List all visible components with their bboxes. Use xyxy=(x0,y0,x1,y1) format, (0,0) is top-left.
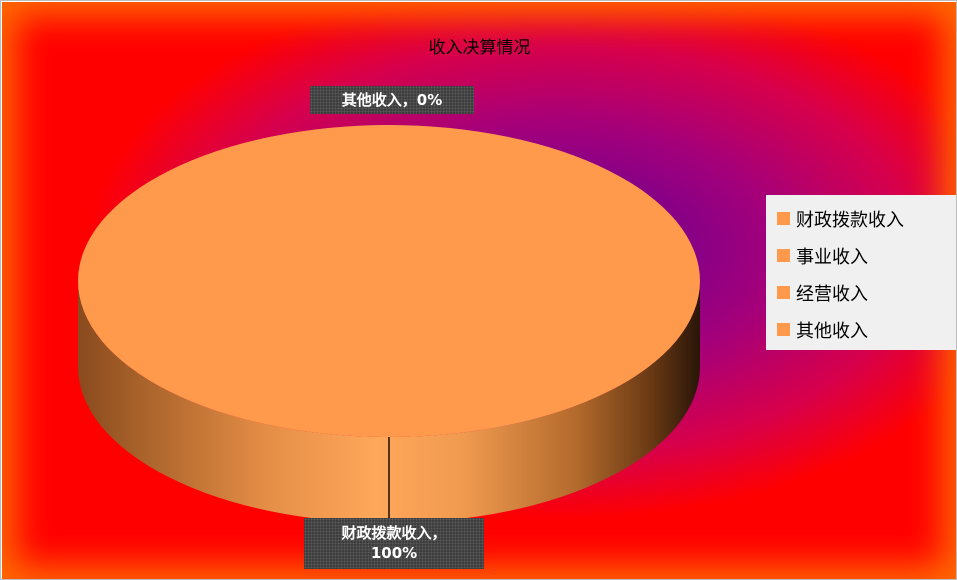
legend-label: 事业收入 xyxy=(796,246,868,268)
chart-legend: 财政拨款收入 事业收入 经营收入 其他收入 xyxy=(766,195,956,350)
legend-label: 财政拨款收入 xyxy=(796,209,904,231)
legend-item-other: 其他收入 xyxy=(766,311,956,348)
pie-slice-0 xyxy=(78,125,700,437)
data-label-fiscal-income-line1: 财政拨款收入， xyxy=(341,524,447,542)
legend-item-fiscal: 财政拨款收入 xyxy=(766,200,956,237)
data-label-other-income-text: 其他收入，0% xyxy=(341,91,443,109)
data-label-other-income: 其他收入，0% xyxy=(310,86,474,114)
pie-side-wall xyxy=(78,281,700,523)
data-label-fiscal-income-line2: 100% xyxy=(370,544,418,562)
chart-title: 收入决算情况 xyxy=(428,38,531,58)
legend-swatch xyxy=(777,323,790,336)
legend-label: 经营收入 xyxy=(796,283,868,305)
legend-swatch xyxy=(777,286,790,299)
legend-label: 其他收入 xyxy=(796,320,868,342)
legend-swatch xyxy=(777,212,790,225)
legend-item-operating: 经营收入 xyxy=(766,274,956,311)
legend-item-business: 事业收入 xyxy=(766,237,956,274)
data-label-fiscal-income: 财政拨款收入， 100% xyxy=(304,518,484,569)
legend-swatch xyxy=(777,249,790,262)
